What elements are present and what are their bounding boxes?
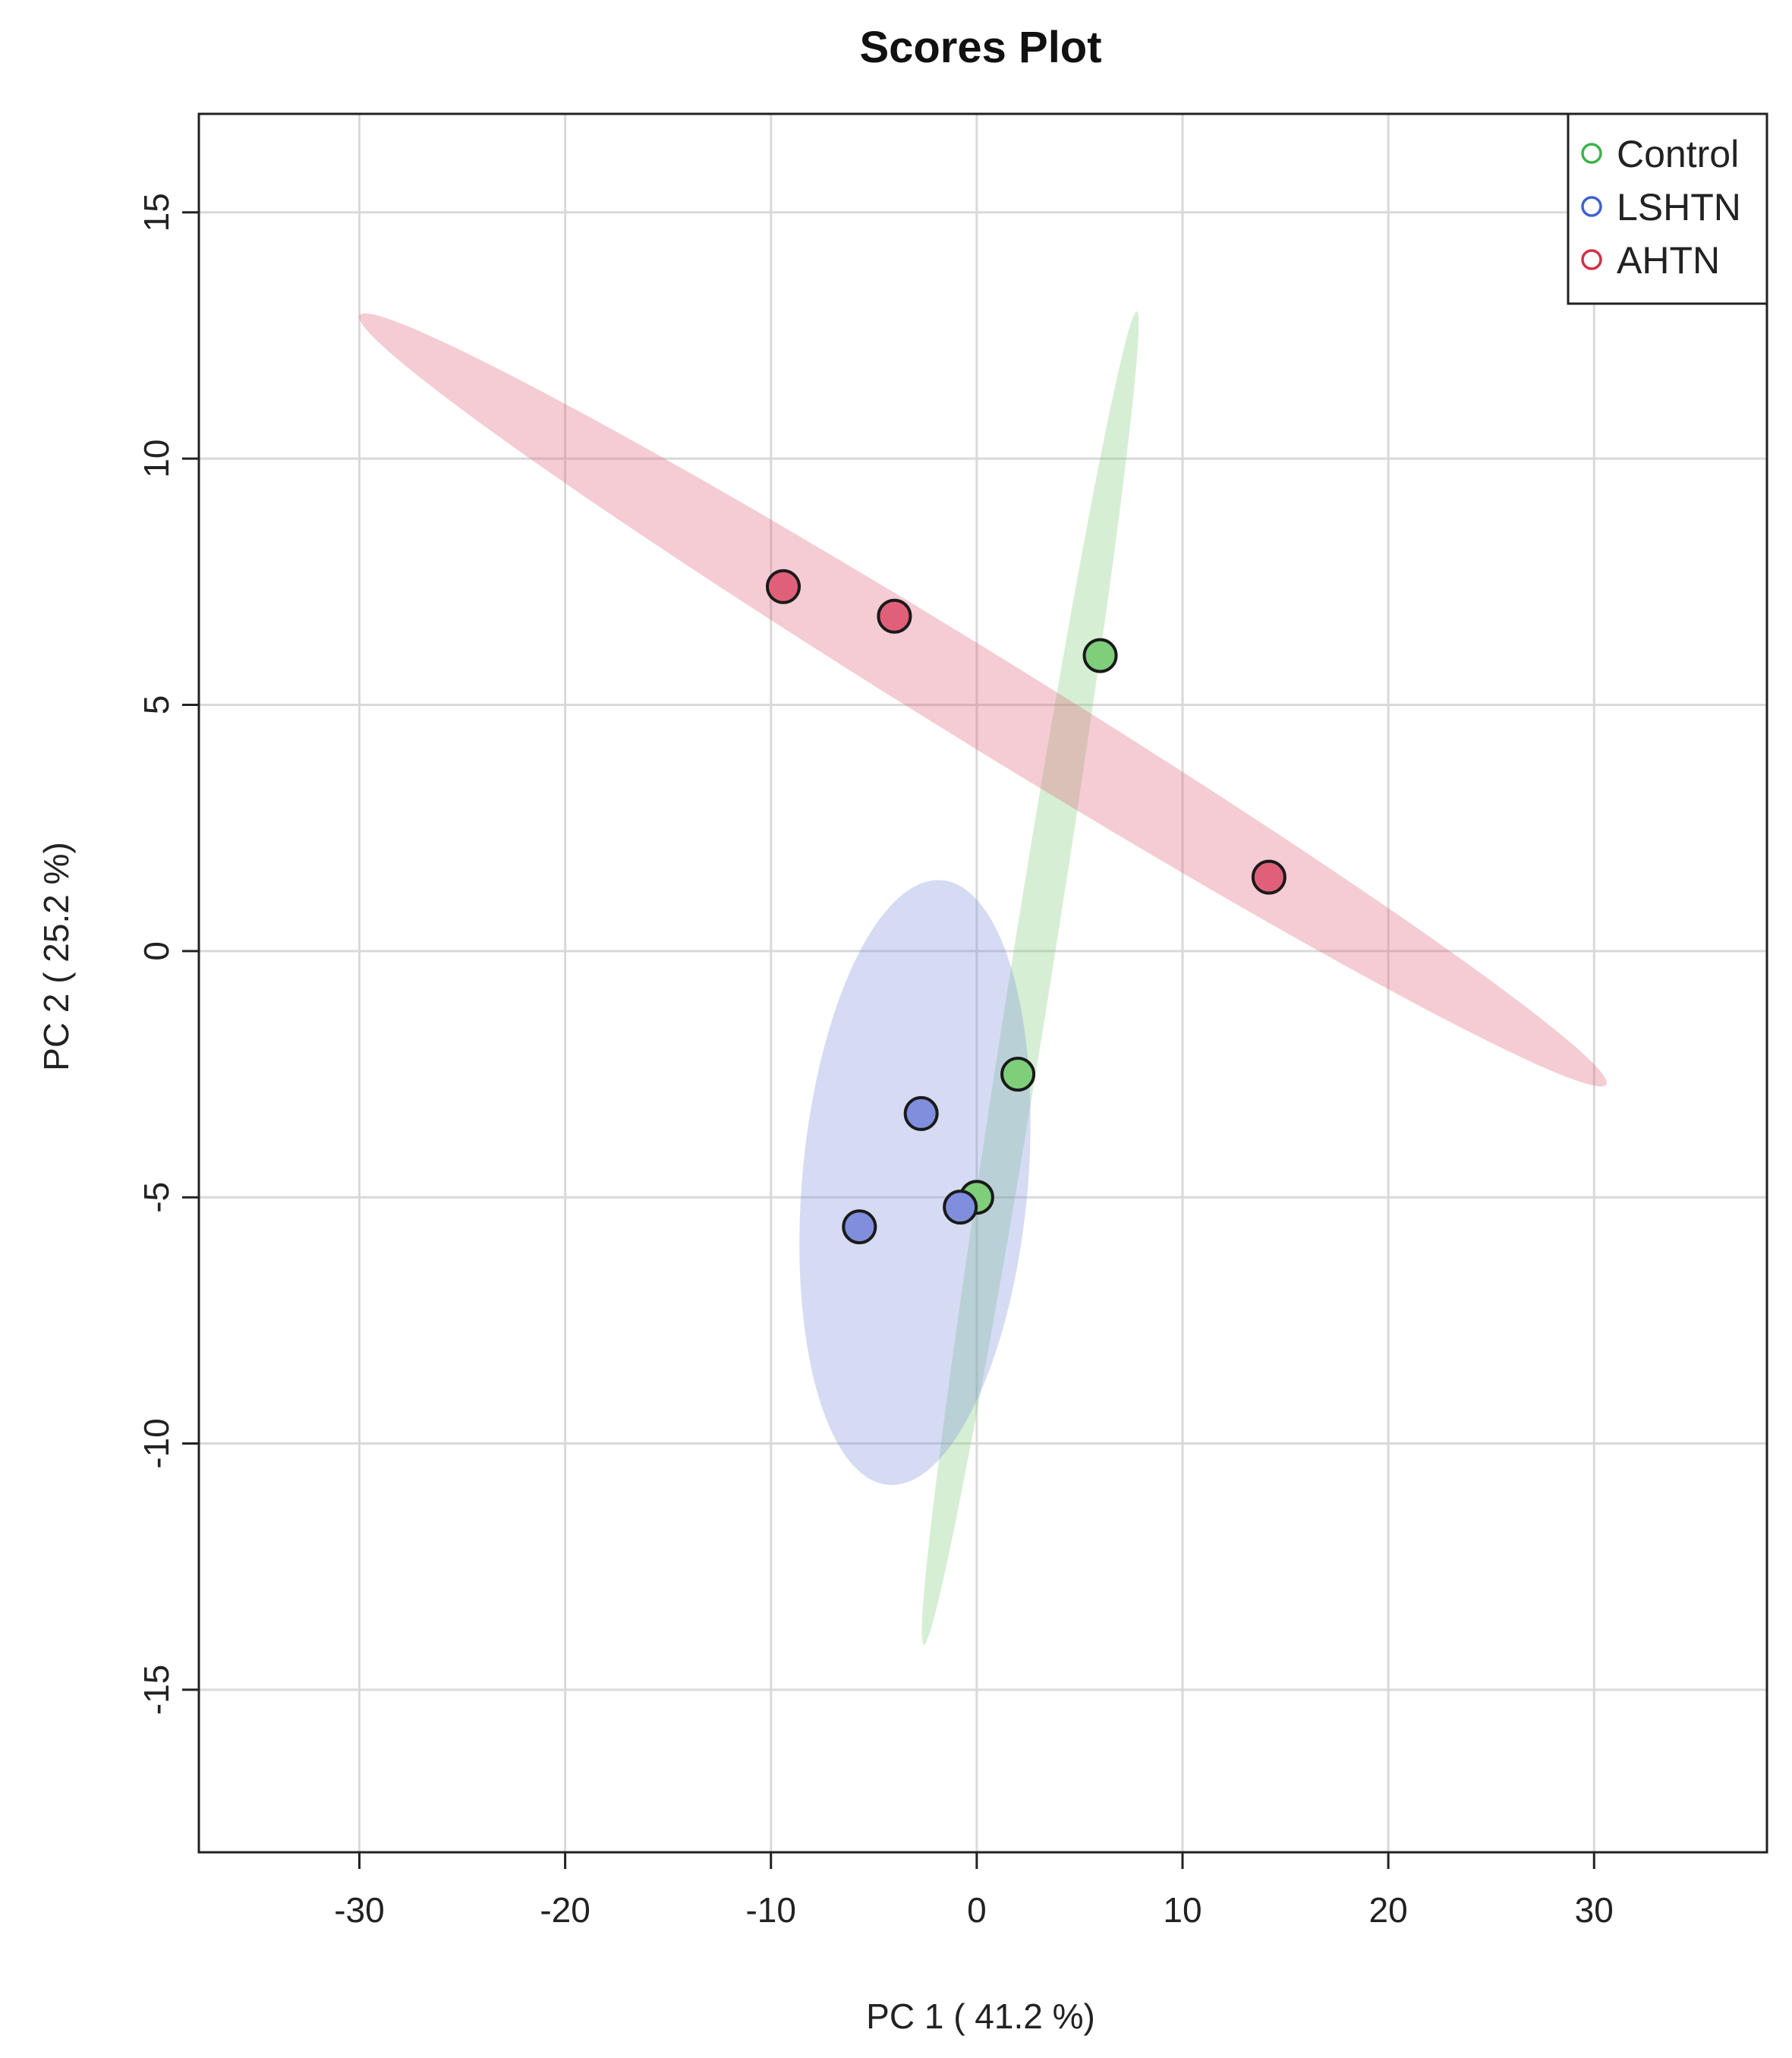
point-ahtn	[877, 598, 912, 634]
ellipse-lshtn	[799, 880, 1031, 1486]
ellipse-ahtn	[359, 313, 1607, 1087]
y-tick-label: 15	[137, 193, 176, 232]
grid	[199, 114, 1767, 1852]
confidence-ellipses	[359, 311, 1607, 1645]
point-ahtn	[1251, 859, 1287, 895]
point-ahtn	[766, 569, 802, 604]
legend-marker-control	[1581, 143, 1602, 164]
x-tick-label: 10	[1163, 1890, 1201, 1930]
x-tick-label: -20	[540, 1890, 590, 1930]
point-lshtn	[842, 1209, 877, 1245]
y-tick-label: 5	[137, 695, 176, 715]
legend: Control LSHTN AHTN	[1567, 112, 1768, 305]
point-control	[1000, 1057, 1036, 1092]
y-tick-label: -5	[137, 1182, 176, 1213]
y-axis-ticks: -15 -10 -5 0 5 10 15	[137, 193, 199, 1715]
legend-label-control: Control	[1617, 133, 1739, 175]
y-tick-label: -15	[137, 1665, 176, 1715]
legend-label-ahtn: AHTN	[1617, 239, 1720, 282]
legend-marker-ahtn	[1581, 249, 1602, 270]
x-tick-label: -10	[745, 1890, 795, 1930]
legend-marker-lshtn	[1581, 196, 1602, 217]
x-tick-label: 20	[1369, 1890, 1408, 1930]
x-tick-label: 30	[1575, 1890, 1614, 1930]
y-axis-label: PC 2 ( 25.2 %)	[36, 842, 76, 1071]
data-points	[766, 569, 1287, 1245]
x-tick-label: -30	[334, 1890, 384, 1930]
y-tick-label: 0	[137, 941, 176, 961]
y-tick-label: -10	[137, 1418, 176, 1468]
x-axis-ticks: -30 -20 -10 0 10 20 30	[334, 1852, 1614, 1930]
plot-frame	[197, 112, 1768, 1854]
legend-label-lshtn: LSHTN	[1617, 186, 1741, 228]
y-tick-label: 10	[137, 440, 176, 478]
chart-title: Scores Plot	[859, 23, 1101, 72]
x-tick-label: 0	[967, 1890, 987, 1930]
point-control	[1082, 638, 1118, 673]
ellipse-control	[921, 311, 1139, 1645]
point-lshtn	[943, 1190, 978, 1225]
x-axis-label: PC 1 ( 41.2 %)	[866, 1997, 1095, 2036]
point-lshtn	[903, 1095, 939, 1131]
